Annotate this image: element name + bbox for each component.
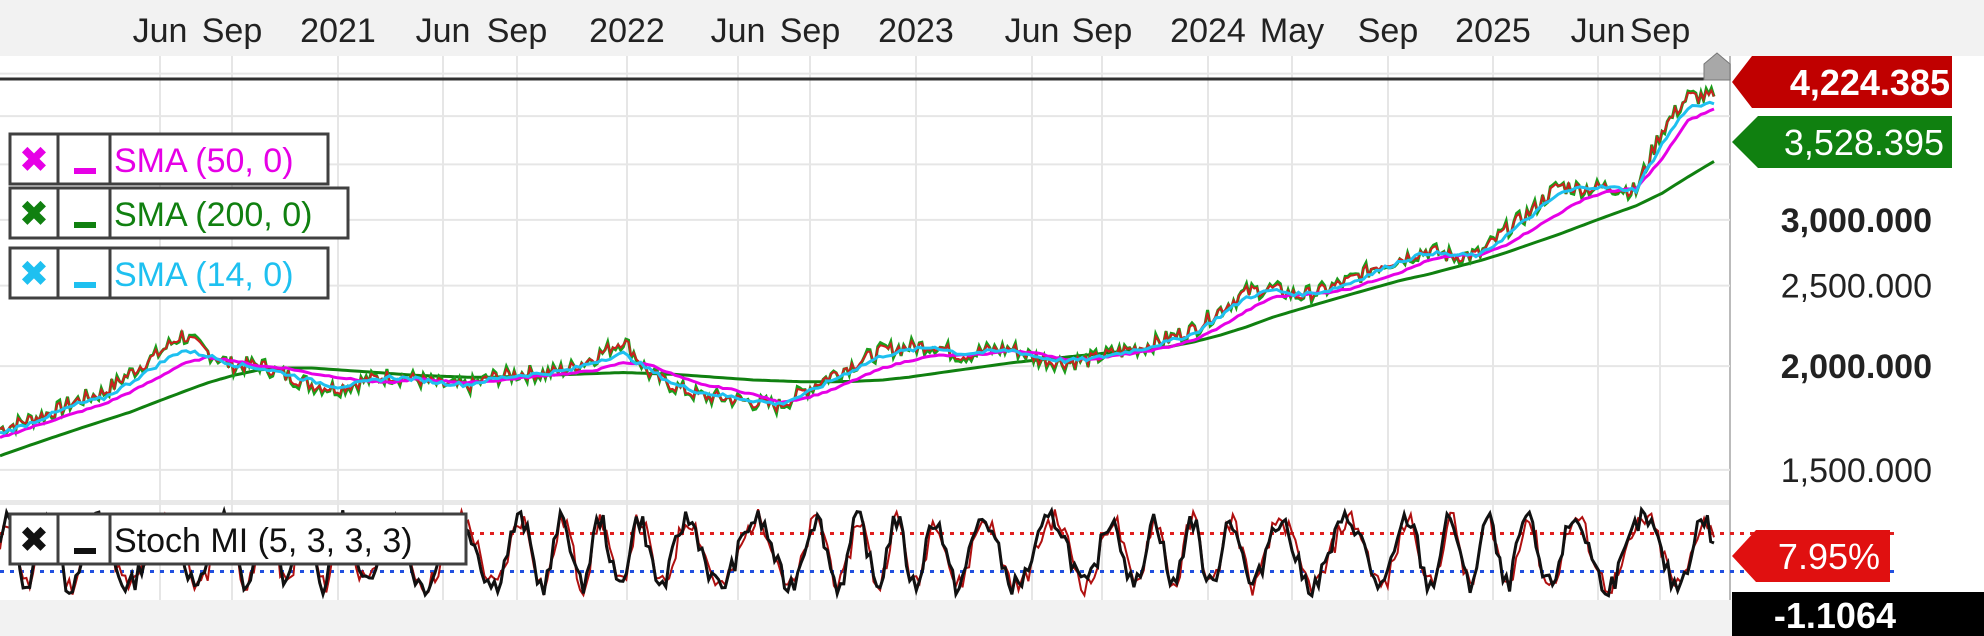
x-tick-label: Sep [487,12,548,50]
sma-tag-shape [1732,116,1952,168]
stoch-value-tag: 7.95% [1732,530,1890,582]
line-style-icon[interactable] [74,168,96,174]
sma-50-line [0,107,1715,439]
legend-sma-14-style-box [56,246,112,300]
legend-stoch-label: Stoch MI (5, 3, 3, 3) [114,522,413,560]
stoch-last-value: -1.1064 [1732,592,1984,636]
sma-14-line [0,100,1715,435]
x-tick-label: Sep [1072,12,1133,50]
stoch-last-value-box [1732,592,1984,636]
x-tick-label: Jun [133,12,188,50]
y-tick-label: 2,500.000 [1781,268,1932,306]
scroll-marker [1703,52,1731,81]
line-style-icon[interactable] [74,282,96,288]
stoch-value-tag-label: 7.95% [1778,536,1880,577]
x-tick-label: Sep [1630,12,1691,50]
x-tick-label: Sep [1358,12,1419,50]
stoch-line [0,505,1715,600]
stoch-panel [0,505,1900,600]
price-tag: 4,224.385 [1732,56,1952,108]
line-style-icon[interactable] [74,222,96,228]
x-tick-label: 2021 [300,12,376,50]
x-tick-label: May [1260,12,1324,50]
close-icon[interactable]: ✖ [19,520,49,561]
legend-sma-200-label: SMA (200, 0) [114,196,312,234]
legend-stoch[interactable]: ✖ Stoch MI (5, 3, 3, 3) [8,512,468,566]
y-tick-label: 1,500.000 [1781,452,1932,490]
x-tick-label: Jun [1571,12,1626,50]
value-tags: 4,224.385 3,528.395 7.95% -1.1064 [1732,56,1984,636]
price-tag-shape [1732,56,1952,108]
y-tick-label: 2,000.000 [1781,348,1932,386]
x-tick-label: Sep [780,12,841,50]
close-icon[interactable]: ✖ [19,254,49,295]
stoch-last-value-label: -1.1064 [1774,595,1896,636]
legend-sma-50-style-box [56,132,112,186]
legend-sma-200[interactable]: ✖ SMA (200, 0) [8,186,350,240]
x-tick-label: Jun [1005,12,1060,50]
sma-tag: 3,528.395 [1732,116,1952,168]
x-tick-label: 2025 [1455,12,1531,50]
legend[interactable]: ✖ SMA (50, 0) ✖ SMA (200, 0) ✖ SMA (14, 0) ✖ St… [8,132,468,566]
legend-sma-200-close-box [8,186,60,240]
legend-sma-50[interactable]: ✖ SMA (50, 0) [8,132,330,186]
x-axis-strip [0,0,1984,56]
x-tick-label: Jun [711,12,766,50]
stoch-value-tag-shape [1732,530,1890,582]
price-series-group [0,52,1731,458]
y-tick-label: 3,000.000 [1781,202,1932,240]
close-icon[interactable]: ✖ [19,140,49,181]
x-tick-label: 2023 [878,12,954,50]
legend-stoch-style-box [56,512,112,566]
x-tick-label: 2022 [589,12,665,50]
x-axis: Jun Sep 2021 Jun Sep 2022 Jun Sep 2023 Jun Sep 2024… [133,12,1691,50]
legend-stoch-close-box [8,512,60,566]
bottom-strip [0,600,1984,636]
x-tick-label: Sep [202,12,263,50]
panel-separator [0,500,1730,505]
legend-sma-50-label: SMA (50, 0) [114,142,294,180]
legend-sma-14-label: SMA (14, 0) [114,256,294,294]
line-style-icon[interactable] [74,548,96,554]
sma-tag-label: 3,528.395 [1784,122,1944,163]
x-tick-label: 2024 [1170,12,1246,50]
close-icon[interactable]: ✖ [19,194,49,235]
legend-sma-14-close-box [8,246,60,300]
legend-sma-14[interactable]: ✖ SMA (14, 0) [8,246,330,300]
x-tick-label: Jun [416,12,471,50]
price-tag-label: 4,224.385 [1790,62,1950,103]
legend-sma-200-style-box [56,186,112,240]
